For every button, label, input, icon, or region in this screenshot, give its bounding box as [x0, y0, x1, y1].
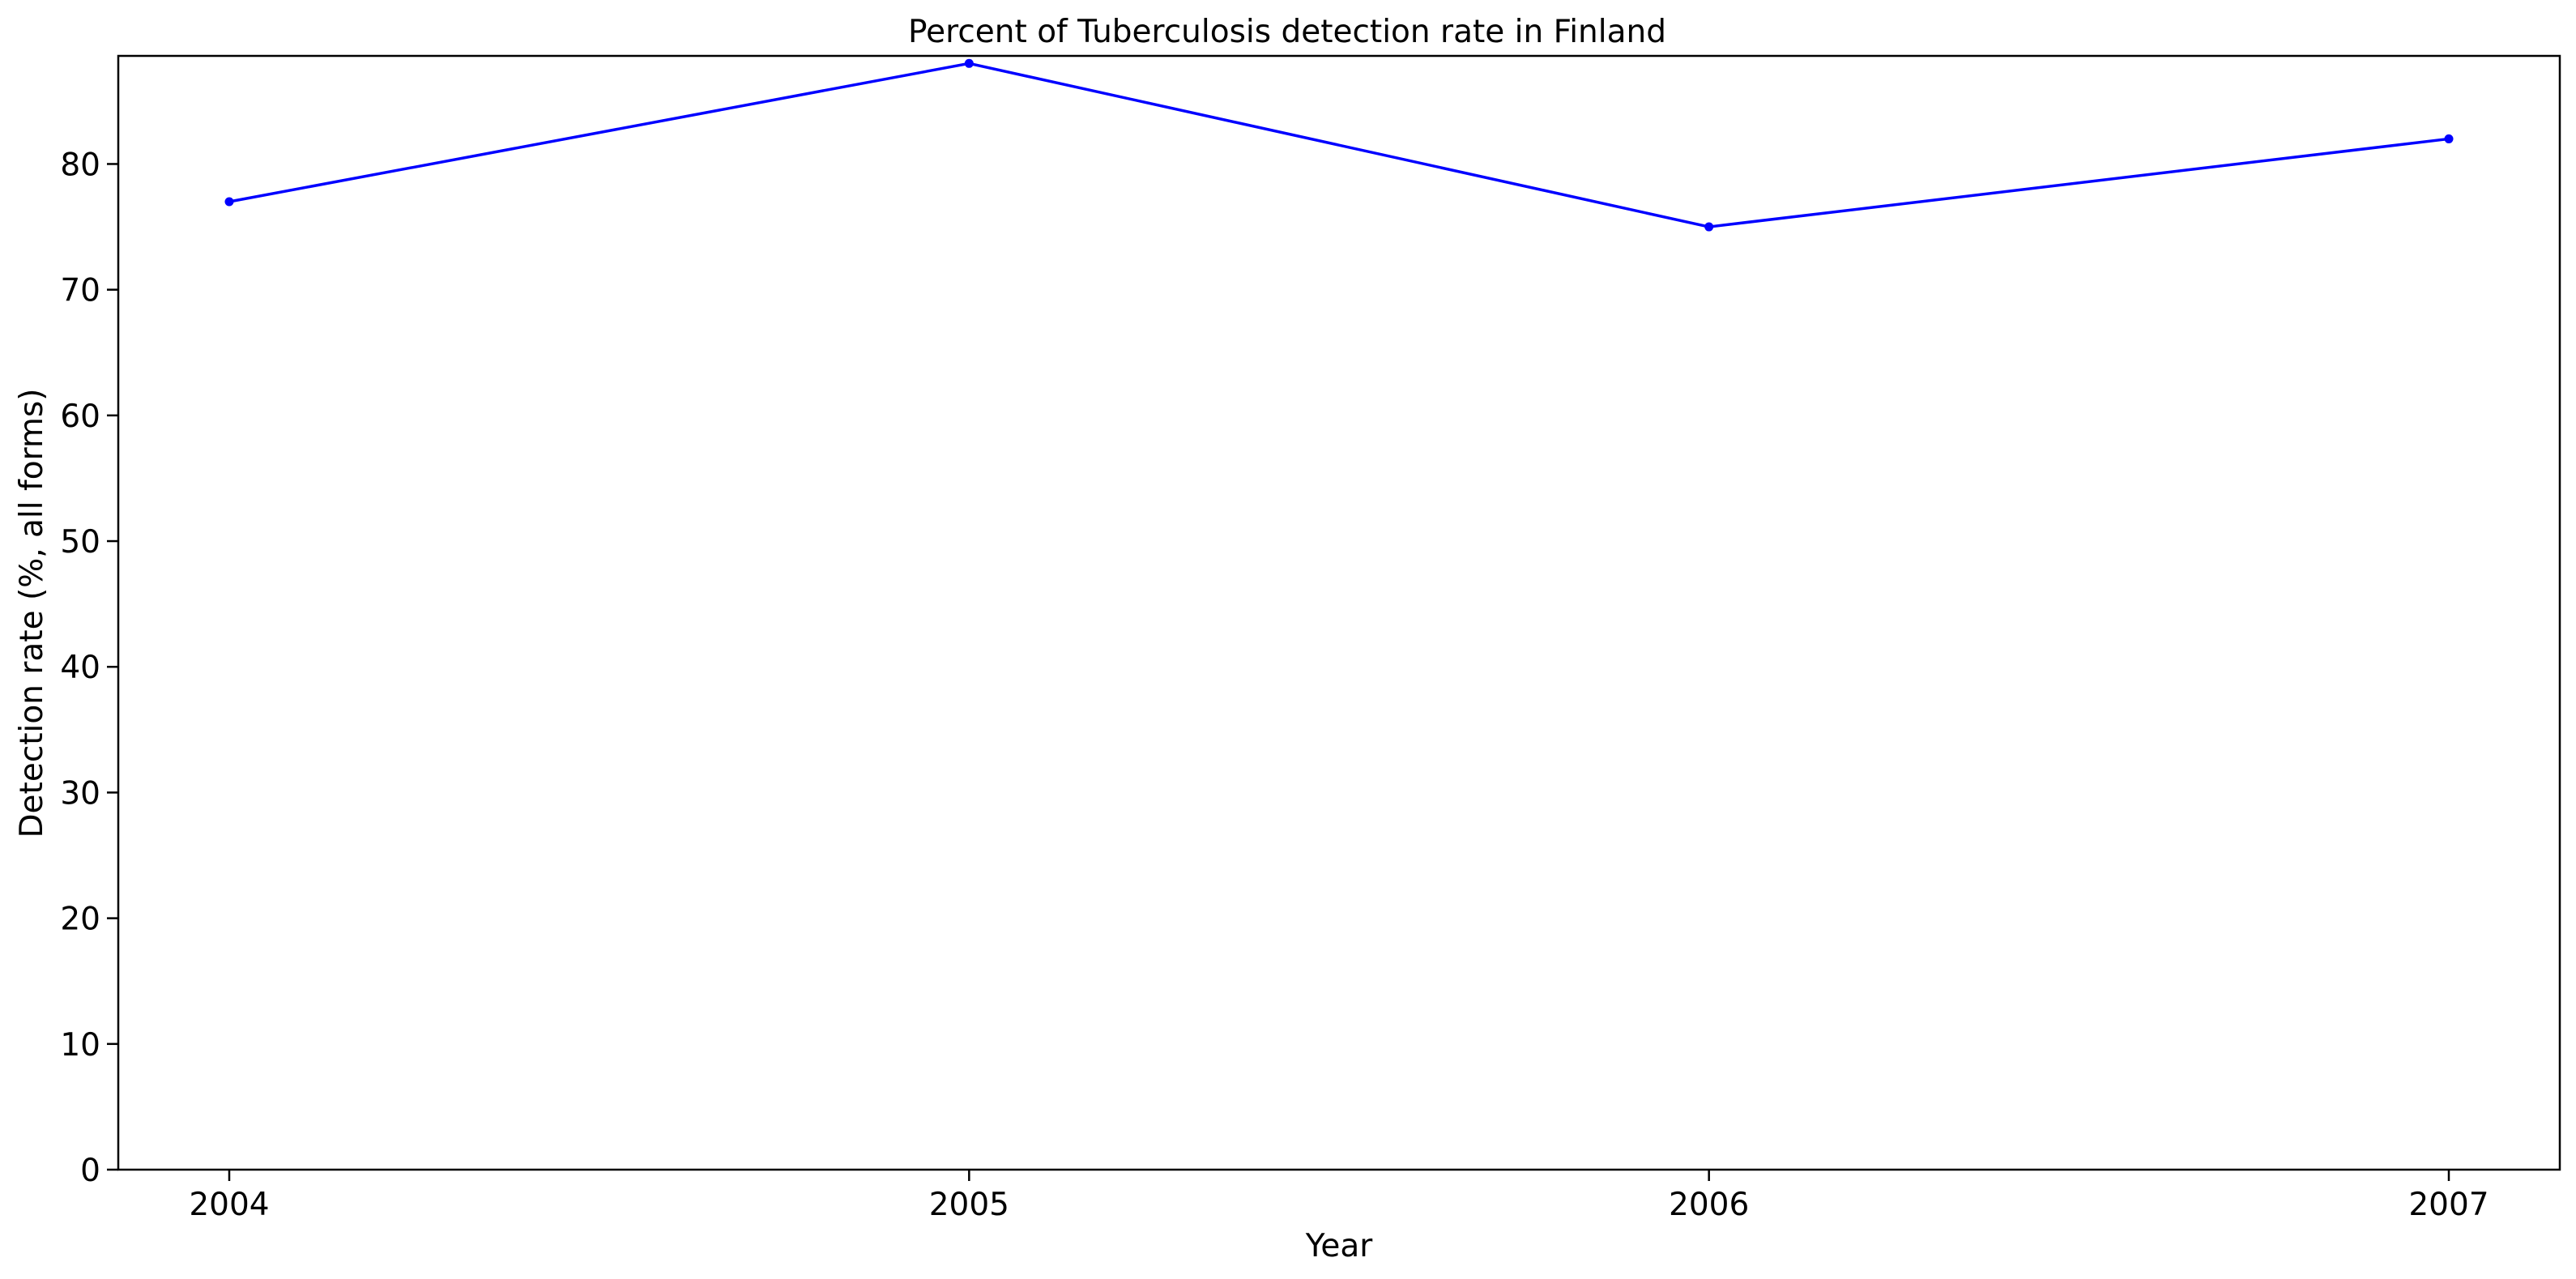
x-axis-label: Year — [1305, 1228, 1374, 1264]
series-line — [228, 62, 2450, 228]
y-tick-label: 10 — [60, 1027, 100, 1064]
x-tick-label: 2004 — [189, 1187, 269, 1223]
y-tick-label: 70 — [60, 273, 100, 309]
y-tick-label: 30 — [60, 775, 100, 812]
y-tick-label: 40 — [60, 650, 100, 686]
y-tick-label: 60 — [60, 399, 100, 435]
y-tick-label: 80 — [60, 147, 100, 183]
x-tick-label: 2006 — [1669, 1187, 1749, 1223]
y-tick-label: 0 — [80, 1153, 100, 1189]
data-point — [964, 58, 974, 68]
x-tick-label: 2005 — [929, 1187, 1009, 1223]
y-tick-label: 50 — [60, 524, 100, 561]
series-group — [224, 58, 2454, 232]
y-tick-label: 20 — [60, 902, 100, 938]
x-tick-label: 2007 — [2408, 1187, 2489, 1223]
y-axis-ticks: 0 10 20 30 40 50 60 70 80 — [60, 147, 118, 1189]
chart-title: Percent of Tuberculosis detection rate i… — [908, 14, 1666, 50]
data-point — [1704, 222, 1714, 232]
plot-frame — [117, 54, 2561, 1171]
y-axis-label: Detection rate (%, all forms) — [14, 389, 50, 838]
data-point — [2444, 134, 2454, 143]
x-axis-ticks: 2004 2005 2006 2007 — [189, 1170, 2489, 1223]
data-point — [224, 197, 234, 207]
